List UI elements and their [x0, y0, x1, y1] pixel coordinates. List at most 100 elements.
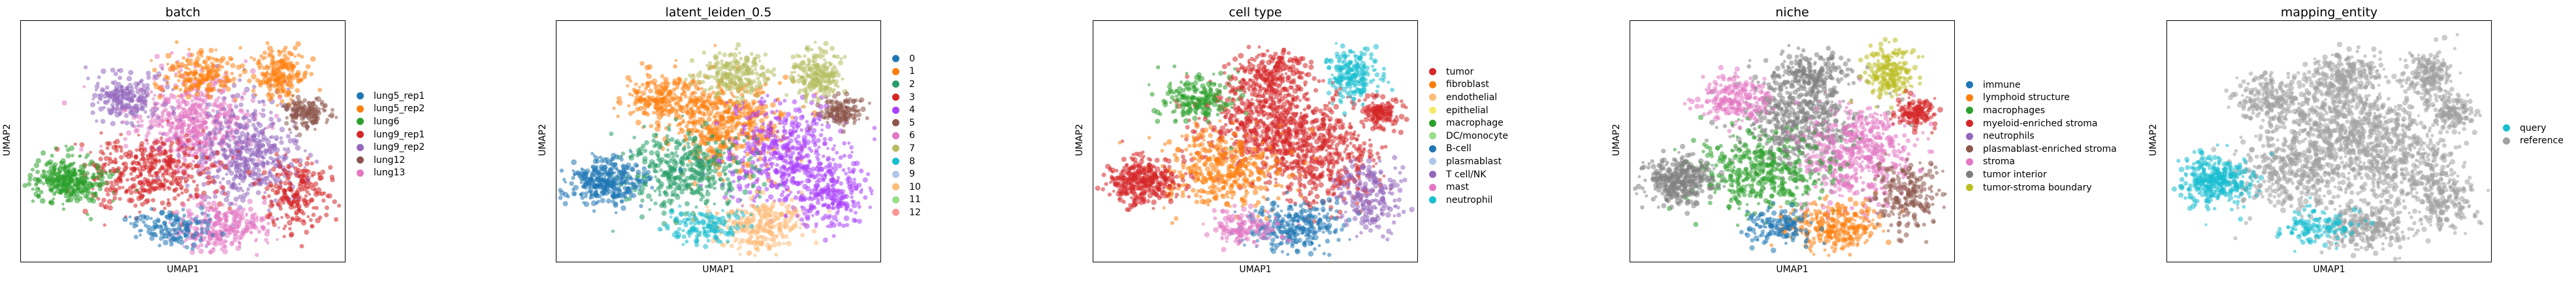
scatter-point: [148, 173, 152, 177]
scatter-point: [270, 203, 275, 207]
scatter-point: [166, 62, 169, 66]
scatter-point: [207, 58, 210, 62]
scatter-point: [154, 54, 160, 60]
scatter-point: [150, 207, 154, 211]
scatter-point: [79, 147, 84, 152]
scatter-point: [88, 217, 93, 222]
scatter-point: [238, 73, 242, 77]
scatter-point: [648, 162, 652, 167]
scatter-point: [254, 143, 259, 147]
scatter-point: [143, 215, 147, 219]
scatter-point: [80, 181, 86, 186]
scatter-point: [250, 134, 255, 139]
scatter-point: [196, 50, 202, 56]
scatter-point: [22, 183, 27, 188]
scatter-point: [177, 148, 181, 152]
scatter-point: [251, 166, 257, 171]
scatter-point: [200, 103, 204, 107]
scatter-point: [295, 134, 298, 138]
scatter-point: [137, 190, 142, 195]
scatter-point: [36, 177, 39, 181]
scatter-point: [191, 179, 196, 184]
scatter-point: [150, 116, 154, 120]
scatter-point: [185, 94, 191, 100]
scatter-point: [317, 175, 323, 181]
scatter-point: [231, 209, 236, 214]
scatter-point: [168, 96, 172, 100]
scatter-point: [285, 149, 291, 154]
scatter-point: [683, 152, 687, 156]
scatter-point: [125, 178, 129, 182]
scatter-point: [799, 128, 803, 132]
scatter-point: [275, 172, 281, 178]
scatter-point: [703, 202, 707, 206]
scatter-point: [135, 89, 141, 95]
scatter-point: [199, 74, 202, 78]
scatter-point: [250, 214, 255, 219]
scatter-point: [149, 90, 153, 94]
scatter-point: [225, 75, 230, 80]
scatter-point: [291, 68, 295, 71]
scatter-point: [64, 144, 68, 148]
scatter-point: [125, 165, 129, 169]
scatter-point: [673, 117, 679, 122]
scatter-point: [199, 242, 204, 247]
scatter-point: [748, 105, 754, 111]
scatter-point: [240, 131, 246, 137]
scatter-point: [229, 151, 235, 157]
scatter-point: [239, 108, 245, 114]
scatter-point: [660, 201, 666, 207]
scatter-point: [139, 193, 145, 199]
scatter-point: [52, 162, 58, 167]
scatter-point: [92, 92, 98, 99]
scatter-point: [805, 153, 811, 159]
scatter-point: [188, 86, 194, 92]
scatter-point: [756, 185, 762, 192]
scatter-point: [167, 154, 172, 160]
scatter-point: [295, 88, 300, 94]
scatter-point: [236, 64, 242, 70]
scatter-point: [162, 232, 166, 236]
scatter-point: [155, 234, 158, 238]
scatter-point: [108, 152, 112, 156]
scatter-point: [765, 94, 769, 97]
scatter-point: [285, 133, 291, 139]
scatter-point: [713, 183, 716, 186]
scatter-point: [684, 175, 690, 181]
scatter-point: [779, 156, 783, 161]
scatter-point: [786, 135, 790, 139]
scatter-point: [199, 227, 204, 232]
scatter-point: [174, 67, 178, 71]
scatter-point: [248, 206, 253, 212]
scatter-point: [263, 181, 267, 185]
scatter-point: [743, 173, 749, 179]
scatter-point: [729, 124, 735, 130]
scatter-point: [175, 139, 181, 145]
scatter-point: [325, 120, 329, 124]
scatter-point: [728, 186, 735, 192]
scatter-point: [220, 139, 226, 145]
scatter-point: [691, 138, 696, 143]
scatter-point: [283, 181, 288, 186]
scatter-point: [86, 213, 89, 217]
scatter-point: [156, 123, 161, 128]
scatter-point: [600, 198, 605, 203]
scatter-point: [259, 216, 264, 220]
scatter-point: [230, 94, 235, 99]
legend-marker: [357, 143, 364, 151]
legend-entry: lung9_rep1: [357, 128, 425, 141]
scatter-point: [276, 117, 282, 122]
scatter-point: [654, 143, 658, 147]
scatter-point: [794, 137, 797, 141]
scatter-point: [746, 122, 752, 127]
scatter-point: [193, 164, 199, 169]
scatter-point: [278, 206, 283, 211]
scatter-point: [146, 228, 153, 235]
scatter-point: [712, 168, 718, 174]
scatter-point: [305, 199, 312, 205]
legend-entry: lung6: [357, 115, 425, 128]
scatter-point: [48, 200, 52, 205]
scatter-point: [197, 143, 202, 149]
scatter-point: [194, 101, 198, 105]
scatter-point: [114, 87, 119, 92]
